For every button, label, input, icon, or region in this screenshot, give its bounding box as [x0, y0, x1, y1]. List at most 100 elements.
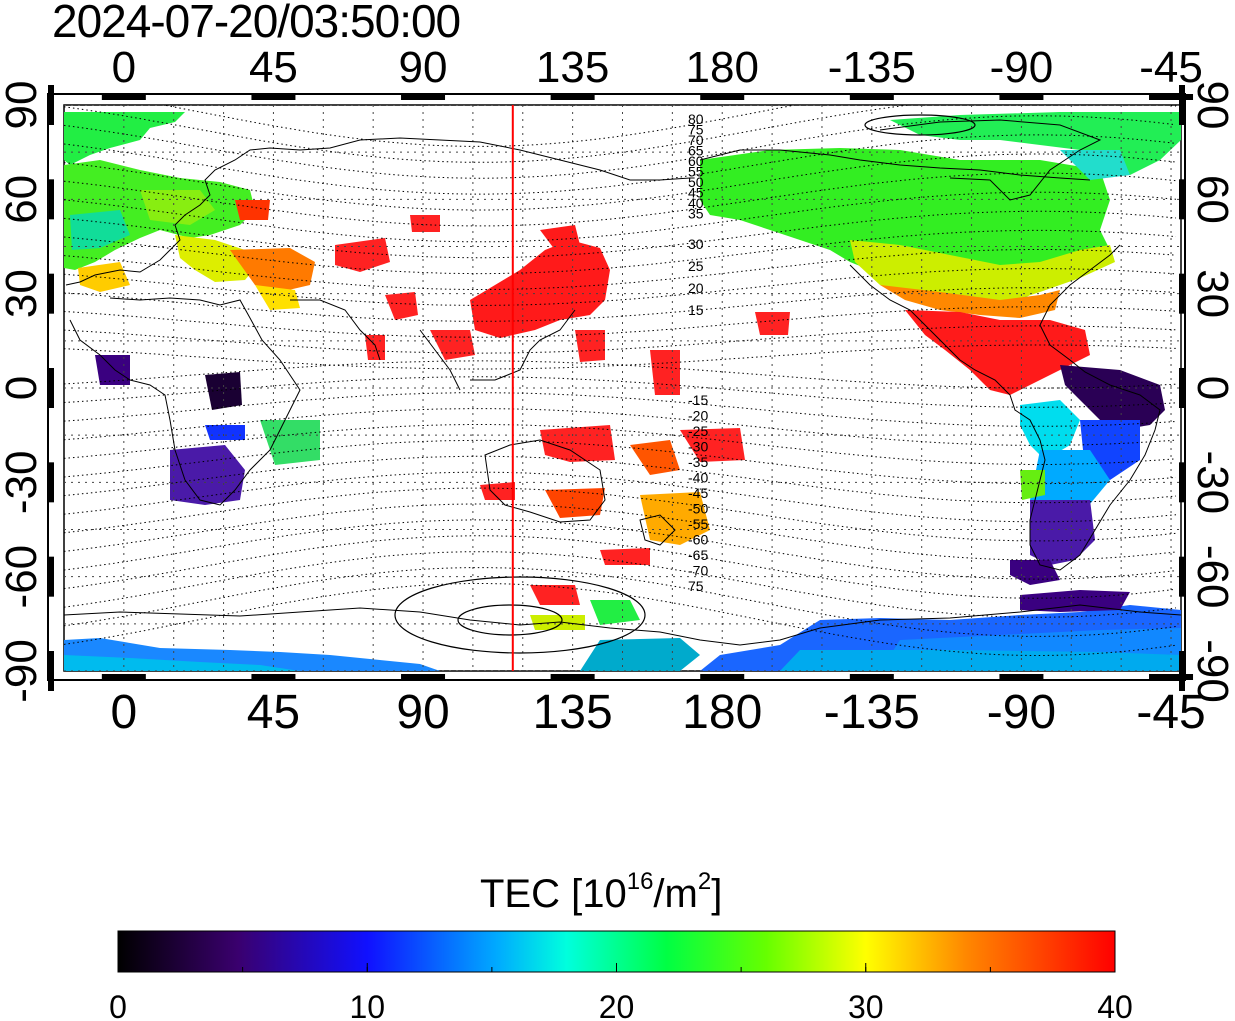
contour-label: -70	[688, 563, 708, 579]
left-tick	[48, 556, 54, 597]
top-tick	[251, 94, 296, 100]
top-tick	[999, 94, 1044, 100]
magnetic-pole-oval	[394, 576, 646, 654]
top-lon-label: 135	[536, 43, 609, 92]
contour-line	[64, 191, 1177, 243]
contour-label: -25	[688, 423, 708, 439]
left-tick	[48, 368, 54, 408]
contour-label: -30	[688, 439, 708, 455]
magnetic-pole-oval	[864, 114, 976, 136]
contour-label: 75	[688, 122, 704, 138]
contour-label: 20	[688, 280, 704, 296]
contour-line	[64, 153, 1177, 211]
contour-label: -60	[688, 532, 708, 548]
contour-line	[64, 439, 1177, 485]
magnetic-latitude-contours: 8075706560555045403530252015-15-20-25-30…	[64, 105, 1177, 656]
contour-label: -15	[688, 392, 708, 408]
left-tick	[48, 273, 54, 314]
right-tick	[1179, 368, 1185, 408]
bottom-tick	[849, 674, 894, 680]
bottom-tick	[251, 674, 296, 680]
right-lat-label: -60	[1188, 545, 1235, 609]
colorbar-tick-label: 20	[599, 989, 635, 1021]
contour-line	[64, 583, 1177, 656]
contour-label: 40	[688, 195, 704, 211]
top-lon-label: -135	[828, 43, 916, 92]
left-tick	[48, 462, 54, 503]
left-lat-label: 90	[0, 81, 46, 130]
bottom-lon-label: -135	[824, 686, 920, 739]
right-lat-label: 60	[1188, 175, 1235, 224]
bottom-tick	[101, 674, 146, 680]
bottom-tick	[1149, 674, 1194, 680]
top-lon-label: -90	[990, 43, 1054, 92]
contour-label: -35	[688, 454, 708, 470]
contour-line	[64, 503, 1177, 561]
bottom-tick	[550, 674, 595, 680]
contour-label: -50	[688, 501, 708, 517]
colorbar-tick-label: 30	[848, 989, 884, 1021]
contour-line	[64, 172, 1177, 227]
bottom-lon-label: -45	[1136, 686, 1205, 739]
contour-label: 60	[688, 153, 704, 169]
contour-line	[64, 376, 1177, 408]
contour-label: 75	[688, 578, 704, 594]
left-tick	[48, 651, 54, 691]
left-tick	[48, 85, 54, 125]
right-tick	[1179, 273, 1185, 314]
contour-line	[64, 210, 1177, 259]
right-lat-label: 30	[1188, 269, 1235, 318]
bottom-lon-label: 90	[396, 686, 449, 739]
right-tick	[1179, 462, 1185, 503]
contour-line	[64, 325, 1177, 354]
contour-label: 65	[688, 143, 704, 159]
right-lat-label: 0	[1188, 376, 1235, 400]
right-tick	[1179, 651, 1185, 691]
left-lat-label: 60	[0, 175, 46, 224]
right-tick	[1179, 179, 1185, 220]
contour-label: 80	[688, 111, 704, 127]
bottom-lon-label: 45	[247, 686, 300, 739]
left-lat-label: -60	[0, 545, 46, 609]
contour-label: 35	[688, 206, 704, 222]
left-lat-label: -90	[0, 639, 46, 703]
contour-label: 50	[688, 174, 704, 190]
tec-observation-cells	[64, 112, 1181, 671]
map-axes: 0045459090135135180180-135-135-90-90-45-…	[0, 43, 1235, 739]
contour-label: 55	[688, 164, 704, 180]
top-tick	[700, 94, 745, 100]
colorbar-ticks: 0 10 20 30 40	[109, 963, 1133, 1021]
bottom-tick	[401, 674, 446, 680]
contour-line	[64, 360, 1177, 389]
contour-line	[64, 344, 1177, 370]
contour-line	[64, 229, 1177, 275]
contour-label: -55	[688, 516, 708, 532]
top-lon-label: -45	[1139, 43, 1203, 92]
left-lat-label: 0	[0, 376, 46, 400]
right-tick	[1179, 556, 1185, 597]
contour-line	[64, 487, 1177, 542]
contour-label: -20	[688, 408, 708, 424]
contour-label: -40	[688, 470, 708, 486]
contour-label: 30	[688, 236, 704, 252]
right-lat-label: -30	[1188, 451, 1235, 515]
left-tick	[48, 179, 54, 220]
top-tick	[1149, 94, 1194, 100]
top-lon-label: 45	[249, 43, 298, 92]
magnetic-pole-oval	[457, 604, 563, 636]
bottom-lon-label: 0	[110, 686, 137, 739]
contour-line	[64, 567, 1177, 637]
colorbar-tick-label: 10	[349, 989, 385, 1021]
bottom-lon-label: -90	[987, 686, 1056, 739]
contour-line	[64, 306, 1177, 338]
right-lat-label: -90	[1188, 639, 1235, 703]
top-tick	[101, 94, 146, 100]
top-tick	[401, 94, 446, 100]
contour-label: -65	[688, 547, 708, 563]
top-lon-label: 180	[686, 43, 759, 92]
left-lat-label: -30	[0, 451, 46, 515]
contour-label: 25	[688, 258, 704, 274]
top-lon-label: 0	[112, 43, 136, 92]
